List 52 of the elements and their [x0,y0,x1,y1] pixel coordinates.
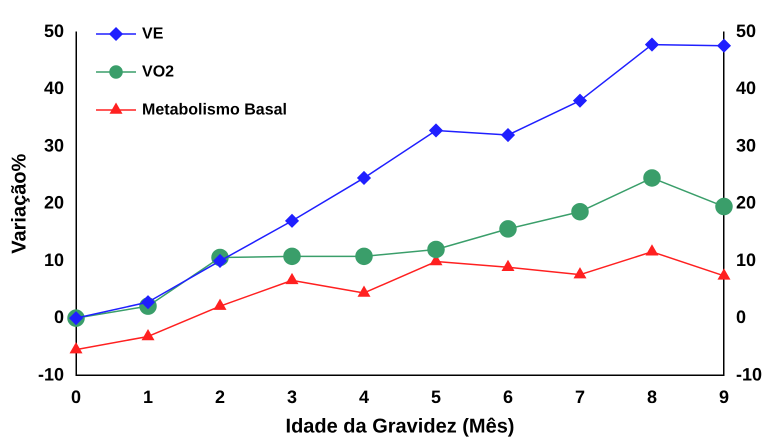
point [717,38,731,52]
legend-label: Metabolismo Basal [142,101,287,118]
point [283,248,301,266]
point [70,342,82,354]
point [429,124,443,138]
point [357,171,371,185]
x-tick-label: 2 [215,387,226,408]
x-tick-label: 7 [574,387,585,408]
x-tick-label: 6 [502,387,514,408]
x-tick-label: 3 [286,387,298,408]
y2-tick-label: -10 [736,364,762,384]
y2-tick-label: 30 [736,135,756,156]
point [574,268,586,278]
point [715,198,733,216]
y-tick-label: -10 [38,364,64,384]
y2-tick-label: 50 [736,20,756,41]
y-tick-label: 20 [44,192,64,213]
point [643,169,661,187]
x-tick-label: 4 [358,387,370,408]
point [355,248,373,266]
point [286,274,298,284]
point [718,269,730,280]
point [645,38,659,52]
y2-tick-label: 40 [736,78,756,98]
point [571,202,589,220]
point [501,128,515,142]
y-tick-label: 30 [44,135,64,156]
y-tick-label: 10 [44,250,64,270]
x-axis-title: Idade da Gravidez (Mês) [286,416,514,438]
x-tick-label: 5 [430,387,442,408]
x-tick-label: 8 [646,387,657,408]
y2-tick-label: 10 [736,250,756,270]
y2-tick-label: 20 [736,192,756,213]
y-axis-title: Variação% [8,153,31,254]
point [285,214,299,228]
point [358,286,370,297]
point [427,240,445,258]
point [646,245,658,256]
legend-label: VO2 [142,63,174,80]
x-tick-label: 9 [718,387,729,408]
x-tick-label: 1 [143,387,154,408]
x-tick-label: 0 [71,387,82,408]
point [573,94,587,108]
point [142,330,154,340]
point [214,299,226,310]
point [502,260,514,271]
y2-tick-label: 0 [736,307,746,328]
legend-label: VE [142,25,164,42]
y-tick-label: 0 [54,307,64,328]
y-tick-label: 50 [44,20,64,41]
y-tick-label: 40 [44,78,64,98]
point [499,220,517,238]
